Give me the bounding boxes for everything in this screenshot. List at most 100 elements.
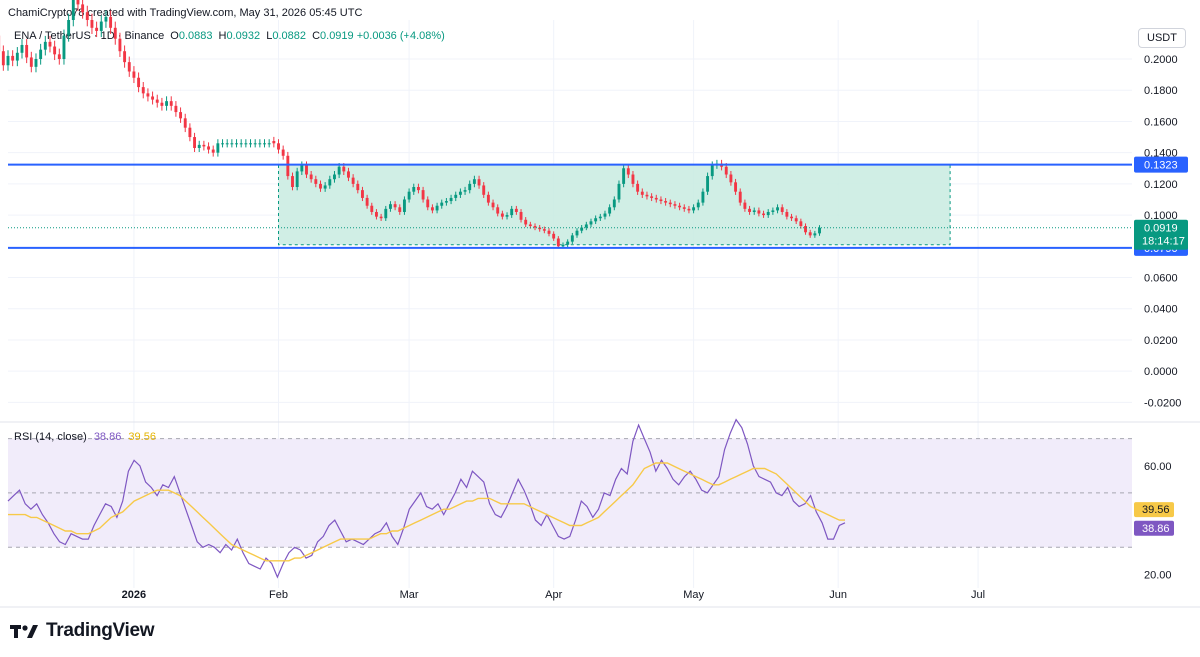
candle-body [356, 183, 360, 191]
candle-body [384, 208, 388, 219]
candle-body [165, 101, 169, 106]
candle-body [766, 211, 770, 216]
time-tick-label: May [683, 589, 704, 601]
candle-body [575, 230, 579, 236]
candle-body [706, 176, 710, 192]
candle-body [818, 227, 821, 234]
candle-body [771, 210, 775, 212]
candle-body [281, 149, 285, 156]
candle-body [39, 49, 43, 60]
candle-body [230, 143, 234, 145]
candle-body [440, 202, 444, 206]
candle-body [71, 0, 75, 20]
high-value: 0.0932 [226, 30, 261, 42]
candle-body [491, 202, 495, 208]
candle-body [319, 183, 322, 189]
candle-body [734, 182, 738, 192]
candle-body [454, 194, 458, 198]
candle-body [458, 191, 462, 195]
candle-body [286, 155, 290, 177]
candle-body [1, 51, 5, 66]
rsi-tick-label: 60.00 [1144, 461, 1172, 473]
candle-body [650, 196, 654, 198]
candle-body [118, 38, 122, 52]
candle-body [659, 199, 663, 202]
candle-body [748, 208, 752, 212]
candle-body [435, 205, 439, 211]
time-tick-label: Feb [269, 589, 288, 601]
candle-body [402, 199, 406, 212]
candle-body [151, 96, 155, 100]
price-tick-label: 0.0000 [1144, 366, 1178, 378]
candle-body [444, 201, 448, 203]
candle-body [188, 127, 192, 138]
last-price-box [1134, 219, 1188, 250]
candle-body [584, 224, 588, 228]
candles [0, 0, 821, 249]
candle-body [361, 190, 364, 198]
candle-body [309, 174, 313, 180]
candle-body [53, 46, 57, 55]
candle-body [398, 207, 402, 212]
candle-body [556, 238, 560, 247]
candle-body [692, 207, 696, 211]
candle-body [225, 143, 229, 145]
candle-body [183, 118, 187, 128]
candle-body [519, 211, 523, 220]
candle-body [552, 233, 556, 239]
candle-body [277, 143, 280, 150]
level-label: 0.1323 [1144, 160, 1178, 172]
high-label: H [218, 30, 227, 42]
candle-body [11, 55, 15, 61]
candle-body [496, 207, 500, 214]
rsi-legend[interactable]: RSI (14, close) 38.86 39.56 [14, 431, 156, 443]
candle-body [542, 229, 546, 231]
candle-body [752, 210, 756, 212]
rsi-line [7, 418, 846, 579]
candle-body [743, 202, 747, 209]
candle-body [239, 143, 243, 145]
candle-body [678, 205, 682, 208]
candle-body [710, 165, 714, 177]
candle-body [132, 71, 136, 78]
close-label: C [312, 30, 321, 42]
price-axis: 0.2000 0.1800 0.1600 0.1400 0.1200 0.1000 0.06… [1134, 54, 1188, 409]
candle-body [482, 185, 486, 195]
time-tick-label: Apr [545, 589, 562, 601]
candle-body [104, 16, 108, 22]
countdown-label: 18:14:17 [1142, 236, 1185, 248]
candle-body [253, 143, 257, 145]
level-lines [8, 163, 1132, 249]
candle-body [785, 211, 789, 217]
symbol-label[interactable]: ENA / TetherUS · 1D · Binance [14, 30, 165, 42]
rsi-legend-label: RSI (14, close) [14, 431, 87, 443]
candle-body [608, 207, 612, 214]
candle-body [15, 52, 19, 61]
candle-body [347, 171, 350, 178]
candle-body [95, 27, 99, 31]
candle-body [701, 191, 705, 203]
candle-body [426, 199, 430, 208]
candle-body [323, 185, 327, 189]
candle-body [179, 112, 183, 119]
candle-body [561, 244, 565, 247]
price-legend: ENA / TetherUS · 1D · Binance O0.0883 H0… [14, 30, 445, 42]
candle-body [34, 59, 38, 67]
candle-body [76, 0, 80, 5]
candle-body [477, 179, 481, 186]
candle-body [333, 174, 336, 180]
candle-body [780, 207, 784, 212]
rsi-legend-value: 38.86 [93, 431, 122, 443]
tradingview-logo[interactable]: TradingView [10, 620, 155, 642]
candle-body [570, 235, 574, 242]
candle-body [370, 205, 374, 212]
currency-selector[interactable]: USDT [1138, 28, 1186, 48]
chart-attribution: ChamiCrypto78 created with TradingView.c… [8, 7, 363, 19]
rsi-tick-label: 20.00 [1144, 569, 1172, 581]
price-tick-label: 0.0200 [1144, 335, 1178, 347]
candle-body [645, 194, 649, 197]
candle-body [813, 233, 817, 236]
price-tick-label: 0.1800 [1144, 85, 1178, 97]
candle-body [221, 143, 224, 145]
